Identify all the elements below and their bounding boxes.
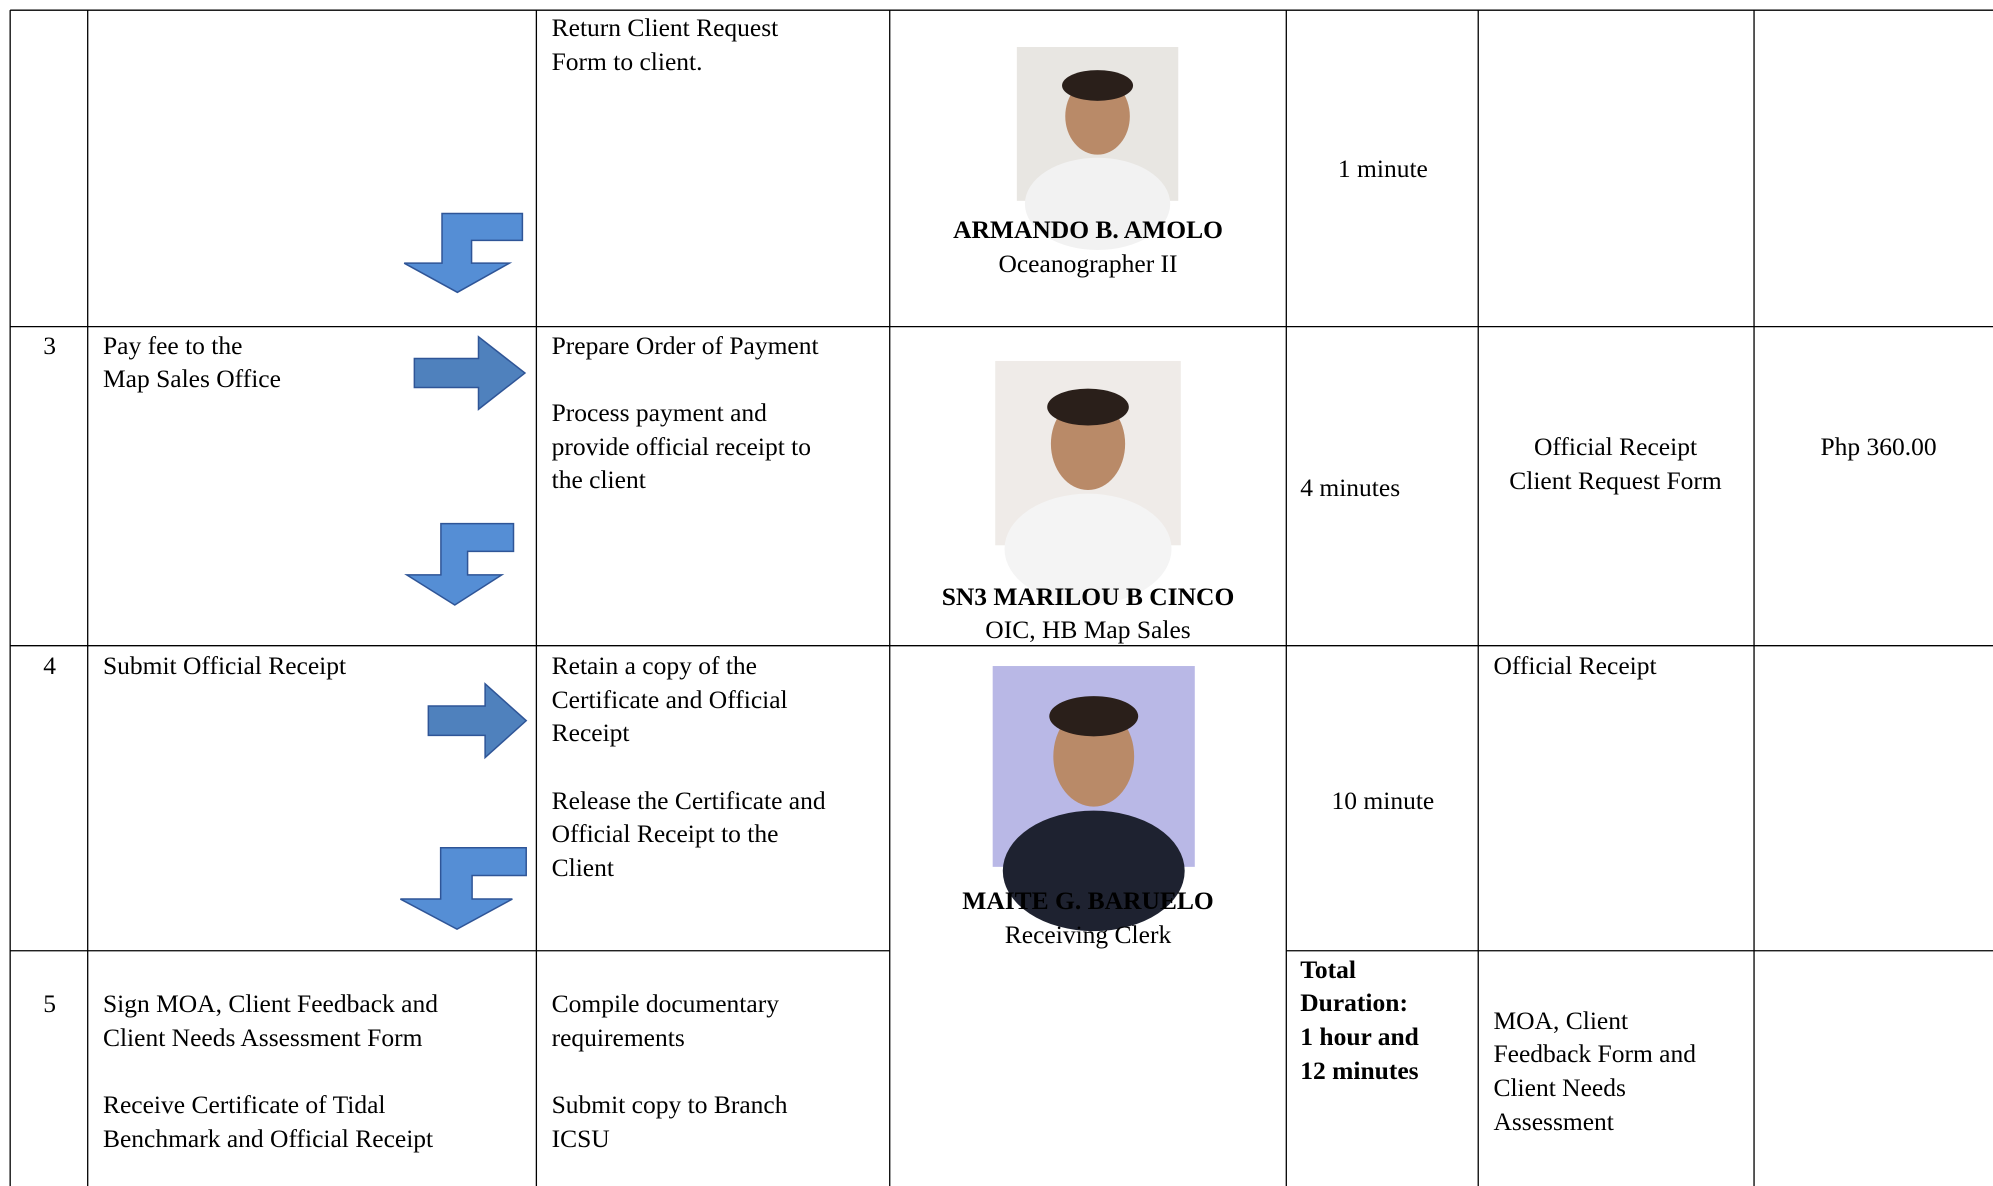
requirement: Assessment: [1493, 1106, 1614, 1136]
arrow-right: [413, 335, 527, 411]
requirement: Client Needs: [1493, 1073, 1626, 1102]
agency-action: the client: [551, 465, 646, 495]
person-name: ARMANDO B. AMOLO: [953, 215, 1223, 245]
processing-time: 1 minute: [1337, 154, 1428, 184]
photo-body: [1004, 493, 1172, 605]
fee: Php 360.00: [1820, 432, 1937, 462]
agency-action: Certificate and Official: [551, 684, 788, 714]
agency-action: Form to client.: [551, 46, 703, 76]
photo-hair: [1047, 388, 1129, 426]
agency-action: ICSU: [551, 1123, 610, 1153]
requirement: Official Receipt: [1533, 432, 1698, 462]
photo-hair: [1062, 70, 1134, 101]
agency-action: requirements: [551, 1022, 685, 1052]
agency-action: Official Receipt to the: [551, 819, 779, 849]
photo-body: [1002, 810, 1185, 932]
step-number: 5: [43, 989, 56, 1019]
photo-hair: [1049, 696, 1139, 737]
agency-action: provide official receipt to: [551, 431, 812, 461]
person-position: Oceanographer II: [998, 249, 1178, 279]
processing-time: Duration:: [1300, 988, 1408, 1018]
client-step: Map Sales Office: [102, 364, 281, 394]
processing-time: 10 minute: [1331, 785, 1435, 815]
processing-time: 1 hour and: [1300, 1022, 1419, 1052]
step-number: 3: [43, 330, 56, 360]
agency-action: Receipt: [551, 718, 630, 748]
client-step: Client Needs Assessment Form: [102, 1022, 423, 1052]
person-position: OIC, HB Map Sales: [985, 615, 1191, 645]
client-step: Submit Official Receipt: [102, 651, 347, 681]
person-photo: [995, 360, 1181, 605]
person-position: Receiving Clerk: [1004, 920, 1172, 950]
person-name: SN3 MARILOU B CINCO: [941, 582, 1235, 612]
agency-action: Process payment and: [551, 398, 767, 428]
person-name: MAITE G. BARUELO: [962, 886, 1214, 916]
agency-action: Return Client Request: [551, 12, 779, 42]
arrow-down-left: [403, 212, 524, 294]
client-step: Receive Certificate of Tidal: [102, 1090, 386, 1120]
step-number: 4: [43, 651, 56, 681]
agency-action: Prepare Order of Payment: [551, 330, 819, 360]
requirement: Feedback Form and: [1493, 1039, 1696, 1069]
requirement: Official Receipt: [1493, 651, 1657, 681]
agency-action: Submit copy to Branch: [551, 1090, 788, 1120]
person-photo: [992, 666, 1195, 932]
requirement: MOA, Client: [1493, 1005, 1629, 1035]
arrow-right: [427, 682, 528, 760]
arrow-down-left: [404, 522, 515, 606]
processing-time: Total: [1300, 954, 1357, 984]
client-step: Sign MOA, Client Feedback and: [102, 989, 438, 1019]
photo-body: [1024, 157, 1171, 251]
agency-action: Client: [551, 853, 614, 883]
arrow-down-left: [400, 847, 527, 930]
processing-time: 12 minutes: [1300, 1055, 1419, 1085]
requirement: Client Request Form: [1509, 466, 1722, 496]
client-step: Pay fee to the: [102, 330, 243, 360]
agency-action: Compile documentary: [551, 989, 779, 1019]
processing-time: 4 minutes: [1300, 473, 1401, 503]
agency-action: Retain a copy of the: [551, 651, 757, 681]
person-photo: [1016, 47, 1179, 251]
agency-action: Release the Certificate and: [551, 785, 826, 815]
client-step: Benchmark and Official Receipt: [102, 1123, 434, 1153]
